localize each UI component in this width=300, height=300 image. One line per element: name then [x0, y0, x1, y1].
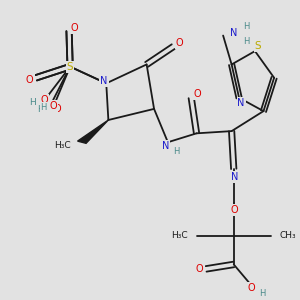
Text: O: O: [49, 100, 57, 111]
Text: N: N: [162, 141, 169, 151]
Text: O: O: [231, 205, 238, 215]
Text: H: H: [30, 98, 36, 107]
Text: N: N: [230, 28, 237, 38]
Text: O: O: [248, 283, 256, 293]
Text: H₃C: H₃C: [171, 231, 188, 240]
Text: N: N: [100, 76, 108, 86]
Text: O: O: [176, 38, 183, 48]
Text: O: O: [70, 23, 78, 33]
Text: O: O: [54, 104, 61, 114]
Text: O: O: [70, 23, 78, 33]
Polygon shape: [78, 120, 108, 143]
Text: H₃C: H₃C: [55, 141, 71, 150]
Text: O: O: [26, 75, 34, 85]
Text: O: O: [196, 264, 204, 274]
Text: H: H: [40, 103, 47, 112]
Text: N: N: [231, 172, 238, 182]
Text: H: H: [259, 289, 266, 298]
Text: O: O: [41, 95, 48, 105]
Text: CH₃: CH₃: [279, 231, 296, 240]
Text: H: H: [243, 22, 250, 31]
Text: S: S: [255, 40, 262, 51]
Text: H: H: [243, 37, 250, 46]
Text: H: H: [37, 106, 44, 115]
Text: S: S: [67, 62, 74, 72]
Text: N: N: [238, 98, 245, 108]
Text: S: S: [67, 62, 74, 72]
Text: O: O: [194, 89, 201, 99]
Text: H: H: [173, 147, 180, 156]
Text: O: O: [26, 75, 34, 85]
